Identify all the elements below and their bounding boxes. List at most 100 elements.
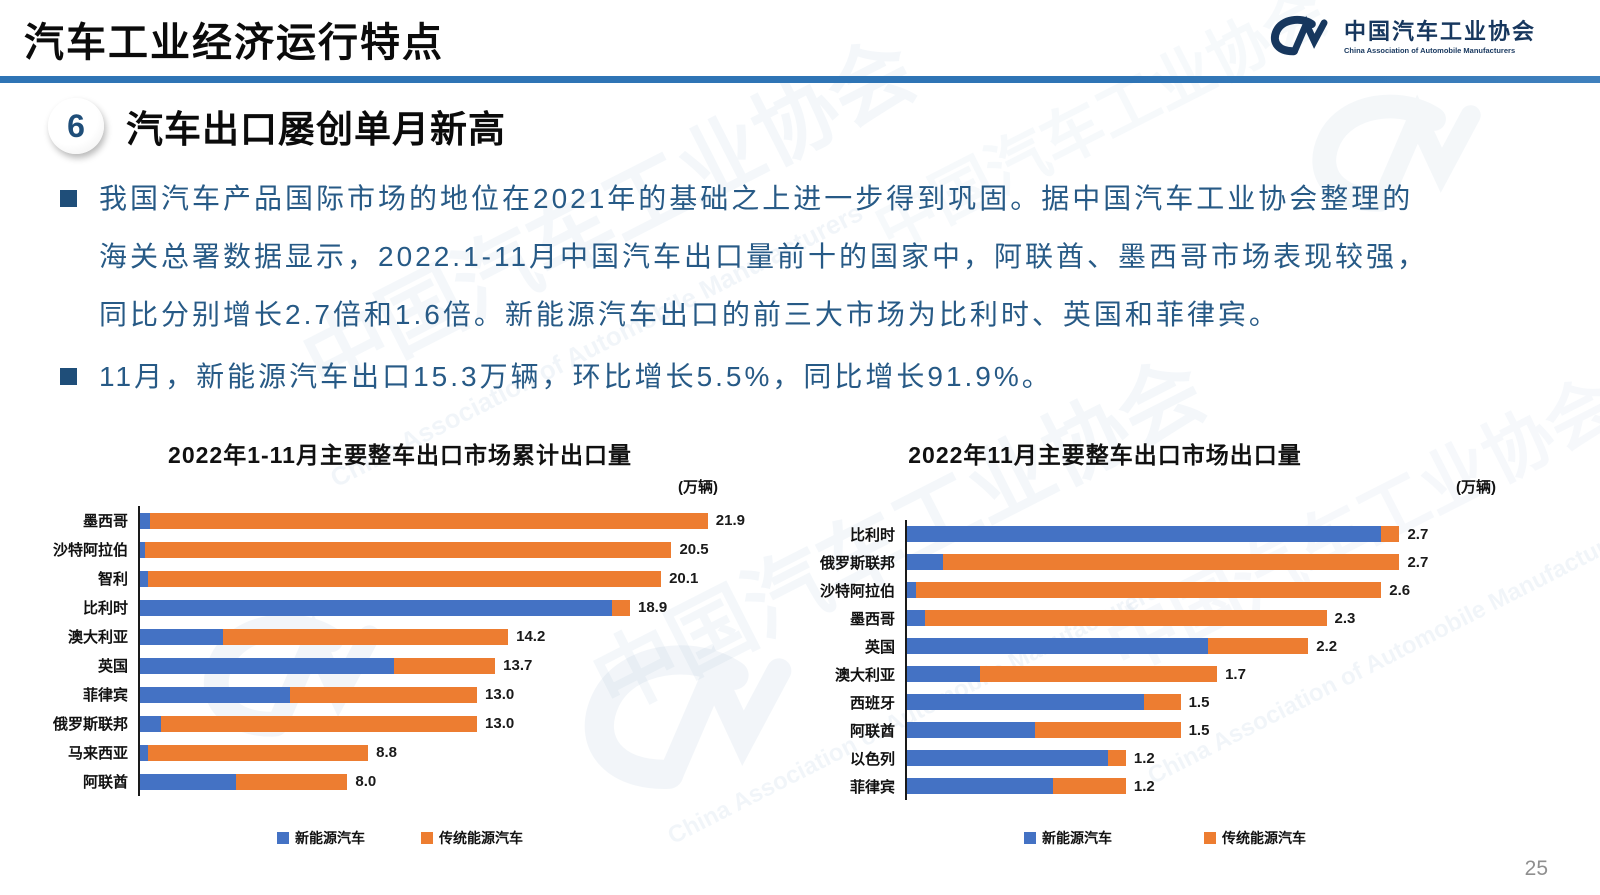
chart-row: 沙特阿拉伯 2.6 — [770, 576, 1560, 604]
category-label: 英国 — [864, 638, 895, 656]
bar-track: 20.1 — [138, 564, 770, 593]
chart-row: 墨西哥 21.9 — [30, 506, 770, 535]
category-label: 阿联酋 — [849, 722, 895, 740]
chart-row: 英国 13.7 — [30, 651, 770, 680]
legend-item: 传统能源汽车 — [1204, 828, 1306, 848]
value-label: 20.5 — [679, 541, 709, 558]
chart-november-exports: 2022年11月主要整车出口市场出口量 (万辆) 比利时 2.7 俄罗斯联邦 2.7 沙… — [770, 440, 1560, 848]
chart-row: 墨西哥 2.3 — [770, 604, 1560, 632]
bar-segment-ice — [1034, 722, 1181, 738]
bar-track: 1.2 — [905, 772, 1560, 800]
bar-segment-nev — [907, 722, 1035, 738]
chart-row: 比利时 18.9 — [30, 593, 770, 622]
bar-segment-ice — [943, 554, 1400, 570]
bar-track: 13.7 — [138, 651, 770, 680]
category-label: 俄罗斯联邦 — [819, 554, 895, 572]
bar-segment-ice — [235, 773, 348, 790]
logo-name-en: China Association of Automobile Manufact… — [1343, 45, 1516, 55]
bar-segment-nev — [907, 778, 1053, 794]
chart-plot: 比利时 2.7 俄罗斯联邦 2.7 沙特阿拉伯 2.6 墨西哥 2.3 英国 2.2 澳大利亚 1.7… — [770, 520, 1560, 800]
value-label: 18.9 — [637, 599, 668, 616]
category-label: 墨西哥 — [82, 513, 128, 530]
bar-track: 2.3 — [905, 604, 1560, 632]
bar-segment-nev — [907, 554, 944, 570]
legend-swatch-nev — [1024, 832, 1036, 844]
value-label: 14.2 — [516, 628, 546, 645]
chart-row: 菲律宾 13.0 — [30, 680, 770, 709]
chart-unit-label: (万辆) — [1456, 479, 1496, 496]
chart-row: 俄罗斯联邦 13.0 — [30, 709, 770, 738]
bullet-list: 我国汽车产品国际市场的地位在2021年的基础之上进一步得到巩固。据中国汽车工业协… — [60, 170, 1530, 410]
category-label: 英国 — [97, 658, 128, 675]
category-label: 菲律宾 — [82, 687, 128, 704]
value-label: 2.7 — [1407, 553, 1429, 571]
category-label: 菲律宾 — [849, 778, 895, 796]
bullet-item: 11月，新能源汽车出口15.3万辆，环比增长5.5%，同比增长91.9%。 — [60, 348, 1530, 406]
bar-segment-ice — [1052, 778, 1126, 794]
bar-segment-nev — [907, 638, 1208, 654]
legend-swatch-nev — [277, 832, 289, 844]
bar-segment-ice — [1144, 694, 1181, 710]
bar-track: 1.7 — [905, 660, 1560, 688]
chart-title: 2022年1-11月主要整车出口市场累计出口量 — [168, 442, 632, 468]
bar-segment-nev — [907, 526, 1382, 542]
category-label: 阿联酋 — [82, 774, 128, 791]
bullet-text: 我国汽车产品国际市场的地位在2021年的基础之上进一步得到巩固。据中国汽车工业协… — [99, 183, 1429, 330]
value-label: 2.2 — [1316, 637, 1338, 655]
bar-track: 13.0 — [138, 680, 770, 709]
cam-logo-mark-icon — [1270, 15, 1328, 56]
bar-track: 14.2 — [138, 622, 770, 651]
value-label: 1.2 — [1133, 749, 1155, 767]
chart-row: 阿联酋 8.0 — [30, 767, 770, 796]
bullet-square-icon — [60, 368, 77, 385]
bar-track: 20.5 — [138, 535, 770, 564]
chart-row: 澳大利亚 1.7 — [770, 660, 1560, 688]
bar-segment-ice — [147, 570, 662, 587]
value-label: 1.7 — [1225, 665, 1246, 683]
value-label: 13.0 — [485, 686, 515, 703]
bar-segment-nev — [907, 582, 917, 598]
value-label: 1.5 — [1188, 693, 1210, 711]
value-label: 21.9 — [715, 512, 745, 529]
bar-segment-nev — [907, 694, 1145, 710]
value-label: 1.2 — [1133, 777, 1155, 795]
bar-segment-nev — [140, 512, 151, 529]
bar-segment-nev — [907, 750, 1108, 766]
bullet-square-icon — [60, 190, 77, 207]
section-heading: 汽车出口屡创单月新高 — [126, 109, 506, 150]
value-label: 20.1 — [669, 570, 699, 587]
logo-name-cn: 中国汽车工业协会 — [1343, 18, 1536, 44]
value-label: 8.8 — [376, 744, 397, 761]
category-label: 沙特阿拉伯 — [52, 542, 128, 559]
bar-track: 8.0 — [138, 767, 770, 796]
bar-track: 2.6 — [905, 576, 1560, 604]
bar-track: 13.0 — [138, 709, 770, 738]
bar-segment-nev — [140, 541, 146, 558]
section-number-badge: 6 — [48, 98, 104, 154]
chart-cumulative-exports: 2022年1-11月主要整车出口市场累计出口量 (万辆) 墨西哥 21.9 沙特阿拉… — [30, 440, 770, 848]
bar-segment-nev — [140, 628, 223, 645]
legend-swatch-ice — [1204, 832, 1216, 844]
bar-track: 1.2 — [905, 744, 1560, 772]
bar-segment-ice — [611, 599, 630, 616]
chart-row: 智利 20.1 — [30, 564, 770, 593]
bar-segment-nev — [140, 599, 612, 616]
chart-row: 西班牙 1.5 — [770, 688, 1560, 716]
bar-segment-nev — [140, 773, 236, 790]
bar-track: 2.7 — [905, 548, 1560, 576]
bar-segment-nev — [140, 715, 161, 732]
bar-track: 1.5 — [905, 688, 1560, 716]
bar-segment-nev — [907, 666, 980, 682]
legend-label: 传统能源汽车 — [1222, 830, 1306, 846]
value-label: 2.7 — [1407, 525, 1429, 543]
legend-item: 新能源汽车 — [1024, 828, 1112, 848]
chart-plot: 墨西哥 21.9 沙特阿拉伯 20.5 智利 20.1 比利时 18.9 澳大利亚 14.2 英国 1… — [30, 506, 770, 796]
category-label: 比利时 — [849, 526, 895, 544]
bar-segment-nev — [907, 610, 926, 626]
bar-track: 2.7 — [905, 520, 1560, 548]
bar-segment-nev — [140, 570, 148, 587]
chart-row: 以色列 1.2 — [770, 744, 1560, 772]
category-label: 以色列 — [849, 750, 895, 768]
category-label: 澳大利亚 — [834, 666, 895, 684]
bar-segment-ice — [290, 686, 478, 703]
